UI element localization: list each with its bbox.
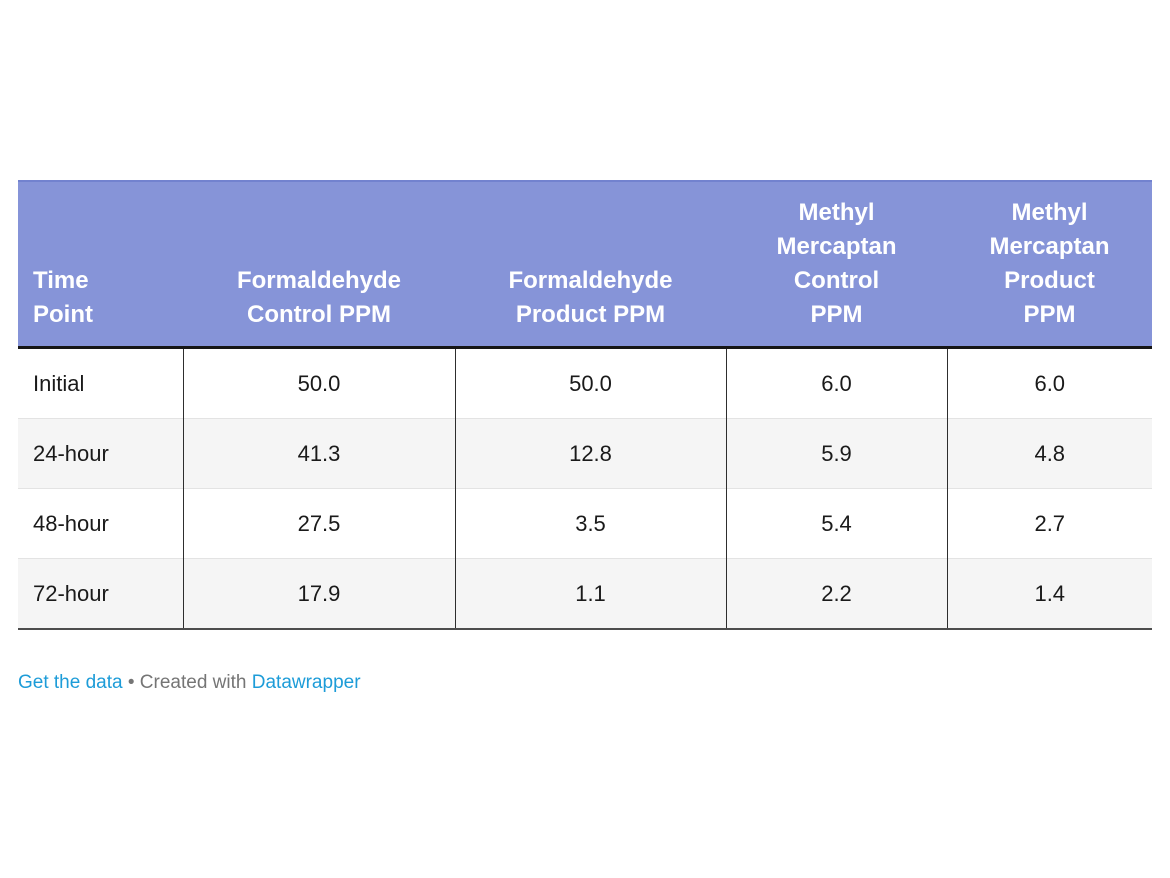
column-header-time-point: Time Point xyxy=(18,180,183,349)
cell-value: 50.0 xyxy=(182,347,455,419)
cell-time-point: 72-hour xyxy=(18,558,183,630)
get-the-data-link[interactable]: Get the data xyxy=(18,672,123,693)
table-header: Time Point Formaldehyde Control PPM Form… xyxy=(18,180,1152,349)
cell-value: 4.8 xyxy=(946,418,1152,489)
column-header-methyl-mercaptan-control: Methyl Mercaptan Control PPM xyxy=(726,180,947,349)
cell-time-point: Initial xyxy=(18,347,183,419)
footer-created-with-text: Created with xyxy=(139,672,252,693)
footer-separator: • xyxy=(122,672,140,693)
cell-value: 3.5 xyxy=(454,488,726,559)
column-header-label: Methyl Mercaptan Control PPM xyxy=(776,199,897,328)
cell-value: 5.4 xyxy=(725,488,947,559)
table: Time Point Formaldehyde Control PPM Form… xyxy=(18,180,1152,630)
table-row-24-hour: 24-hour 41.3 12.8 5.9 4.8 xyxy=(18,418,1152,489)
cell-value: 12.8 xyxy=(454,418,726,489)
footer: Get the data • Created with Datawrapper xyxy=(18,672,361,694)
data-table: Time Point Formaldehyde Control PPM Form… xyxy=(18,180,1152,630)
cell-value: 50.0 xyxy=(454,347,726,419)
cell-time-point: 24-hour xyxy=(18,418,183,489)
cell-value: 41.3 xyxy=(182,418,455,489)
datawrapper-link[interactable]: Datawrapper xyxy=(251,672,361,693)
column-header-label: Formaldehyde Control PPM xyxy=(236,267,402,328)
column-header-label: Formaldehyde Product PPM xyxy=(508,267,673,328)
column-header-formaldehyde-product: Formaldehyde Product PPM xyxy=(455,180,726,349)
table-body: Initial 50.0 50.0 6.0 6.0 24-hour 41.3 1… xyxy=(18,347,1152,630)
cell-value: 2.7 xyxy=(946,488,1152,559)
cell-value: 6.0 xyxy=(725,347,947,419)
cell-value: 2.2 xyxy=(725,558,947,630)
cell-time-point: 48-hour xyxy=(18,488,183,559)
cell-value: 17.9 xyxy=(182,558,455,630)
column-header-methyl-mercaptan-product: Methyl Mercaptan Product PPM xyxy=(947,180,1152,349)
column-header-label: Time Point xyxy=(33,267,93,328)
cell-value: 27.5 xyxy=(182,488,455,559)
table-row-72-hour: 72-hour 17.9 1.1 2.2 1.4 xyxy=(18,558,1152,630)
column-header-label: Methyl Mercaptan Product PPM xyxy=(989,199,1110,328)
cell-value: 5.9 xyxy=(725,418,947,489)
cell-value: 1.4 xyxy=(946,558,1152,630)
cell-value: 1.1 xyxy=(454,558,726,630)
table-row-initial: Initial 50.0 50.0 6.0 6.0 xyxy=(18,347,1152,419)
table-row-48-hour: 48-hour 27.5 3.5 5.4 2.7 xyxy=(18,488,1152,559)
column-header-formaldehyde-control: Formaldehyde Control PPM xyxy=(183,180,455,349)
cell-value: 6.0 xyxy=(946,347,1152,419)
header-row: Time Point Formaldehyde Control PPM Form… xyxy=(18,180,1152,349)
